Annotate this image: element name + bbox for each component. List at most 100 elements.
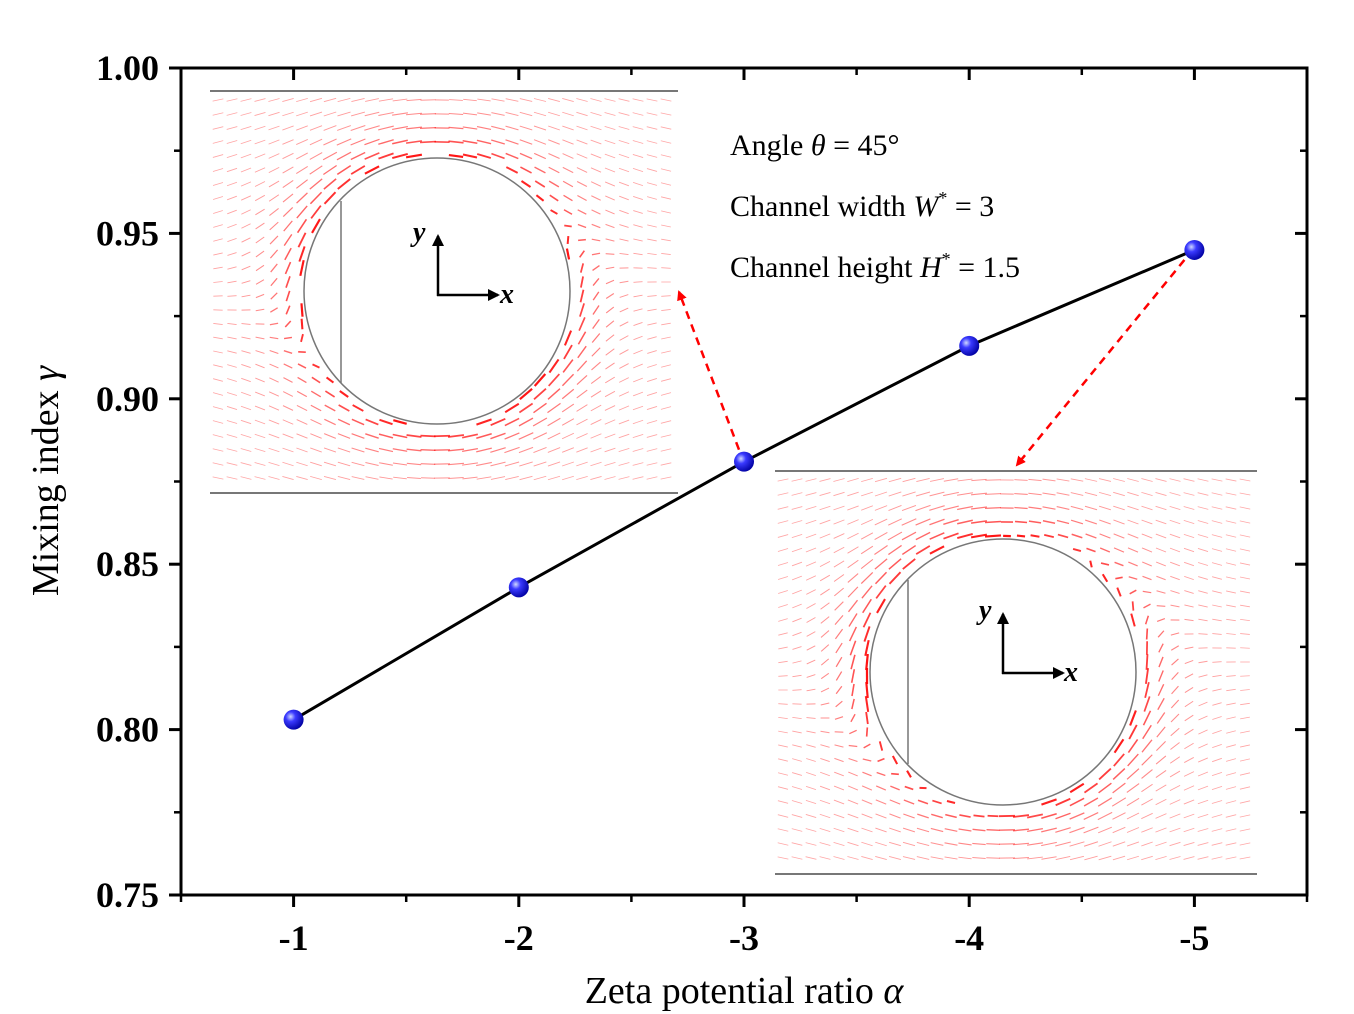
velocity-vector — [1098, 826, 1112, 834]
velocity-vector — [819, 505, 831, 511]
velocity-vector — [1225, 758, 1237, 762]
velocity-vector — [791, 533, 803, 539]
velocity-vector — [632, 419, 644, 425]
velocity-vector — [847, 546, 859, 554]
velocity-vector — [1184, 659, 1194, 665]
velocity-vector — [647, 196, 657, 200]
velocity-vector — [254, 476, 266, 480]
velocity-vector — [1042, 520, 1056, 524]
velocity-vector — [1083, 826, 1099, 834]
velocity-vector — [1156, 712, 1166, 724]
velocity-vector — [777, 548, 789, 552]
velocity-vector — [378, 125, 394, 131]
velocity-vector — [365, 447, 379, 453]
velocity-vector — [806, 717, 816, 719]
velocity-vector — [268, 153, 280, 159]
velocity-vector — [282, 391, 294, 397]
velocity-vector — [847, 799, 859, 805]
velocity-vector — [548, 152, 560, 160]
velocity-vector — [226, 167, 238, 173]
velocity-vector — [491, 125, 505, 131]
velocity-vector — [970, 492, 988, 496]
velocity-vector — [833, 560, 845, 568]
velocity-vector — [296, 192, 308, 204]
velocity-vector — [660, 434, 672, 438]
velocity-vector — [1027, 856, 1043, 860]
velocity-vector — [633, 322, 643, 326]
velocity-vector — [805, 561, 817, 567]
velocity-vector — [632, 448, 644, 452]
velocity-vector — [590, 125, 602, 131]
velocity-vector — [1239, 842, 1251, 846]
velocity-vector — [932, 799, 942, 805]
velocity-vector — [533, 402, 547, 414]
velocity-vector — [1226, 702, 1236, 706]
velocity-vector — [778, 660, 788, 664]
velocity-vector — [1084, 491, 1098, 497]
velocity-vector — [296, 111, 308, 117]
velocity-vector — [1085, 533, 1097, 539]
annotation-angle: Angle θ = 45° — [730, 129, 900, 162]
velocity-vector — [590, 404, 602, 412]
velocity-vector — [633, 363, 643, 369]
velocity-vector — [268, 405, 280, 411]
velocity-vector — [419, 140, 437, 144]
velocity-vector — [661, 210, 671, 214]
velocity-vector — [632, 140, 644, 144]
velocity-vector — [944, 842, 958, 846]
velocity-vector — [1156, 617, 1166, 623]
velocity-vector — [806, 730, 816, 734]
velocity-vector — [241, 364, 251, 368]
velocity-vector — [1225, 548, 1237, 552]
velocity-vector — [519, 139, 533, 145]
velocity-vector — [604, 98, 616, 102]
velocity-vector — [901, 544, 917, 556]
velocity-vector — [861, 477, 873, 483]
velocity-vector — [576, 404, 588, 412]
velocity-vector — [660, 140, 672, 144]
velocity-vector — [792, 603, 802, 609]
velocity-vector — [647, 295, 657, 297]
velocity-vector — [806, 645, 816, 651]
velocity-vector — [1014, 493, 1028, 495]
velocity-vector — [1170, 727, 1180, 737]
velocity-vector — [561, 432, 575, 440]
velocity-vector — [255, 308, 265, 312]
velocity-vector — [1056, 506, 1070, 510]
velocity-vector — [970, 520, 988, 524]
velocity-vector — [901, 531, 917, 541]
velocity-vector — [1184, 646, 1194, 650]
velocity-vector — [1170, 742, 1180, 750]
coordinate-axes: y x — [410, 217, 514, 310]
velocity-vector — [337, 125, 351, 131]
velocity-vector — [270, 292, 278, 300]
velocity-vector — [985, 479, 1001, 481]
velocity-vector — [1184, 728, 1194, 736]
velocity-vector — [1183, 478, 1195, 482]
velocity-vector — [477, 98, 491, 102]
velocity-vector — [778, 646, 788, 650]
velocity-vector — [1169, 519, 1181, 525]
velocity-vector — [861, 491, 873, 497]
velocity-vector — [576, 153, 588, 159]
velocity-vector — [378, 139, 394, 145]
velocity-vector — [1084, 478, 1098, 482]
velocity-vector — [505, 111, 519, 117]
velocity-vector — [350, 138, 366, 146]
velocity-vector — [1114, 561, 1124, 567]
velocity-vector — [646, 182, 658, 186]
velocity-vector — [282, 98, 294, 102]
velocity-vector — [834, 614, 844, 626]
velocity-vector — [887, 531, 903, 541]
velocity-vector — [929, 491, 945, 497]
velocity-vector — [778, 744, 788, 748]
velocity-vector — [310, 433, 322, 439]
velocity-vector — [661, 336, 671, 340]
velocity-vector — [1155, 813, 1167, 819]
velocity-vector — [1070, 492, 1084, 496]
velocity-vector — [1157, 697, 1165, 711]
velocity-vector — [1184, 673, 1194, 679]
velocity-vector — [576, 433, 588, 439]
velocity-vector — [505, 152, 519, 160]
velocity-vector — [1128, 561, 1138, 567]
